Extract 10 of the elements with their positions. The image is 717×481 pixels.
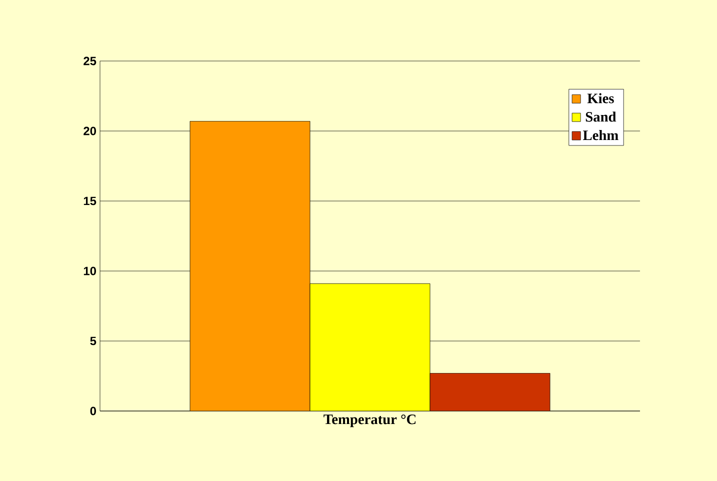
legend-label: Lehm [583, 130, 618, 140]
legend-label: Kies [587, 93, 614, 104]
y-tick-label: 10 [84, 266, 96, 276]
y-tick-label: 0 [90, 406, 96, 416]
x-axis-title: Temperatur °C [324, 414, 416, 428]
legend-label: Sand [586, 112, 616, 122]
y-tick-label: 25 [84, 56, 96, 66]
y-tick-label: 20 [84, 126, 96, 136]
y-tick-label: 15 [84, 196, 96, 206]
y-tick-label: 5 [90, 336, 96, 346]
